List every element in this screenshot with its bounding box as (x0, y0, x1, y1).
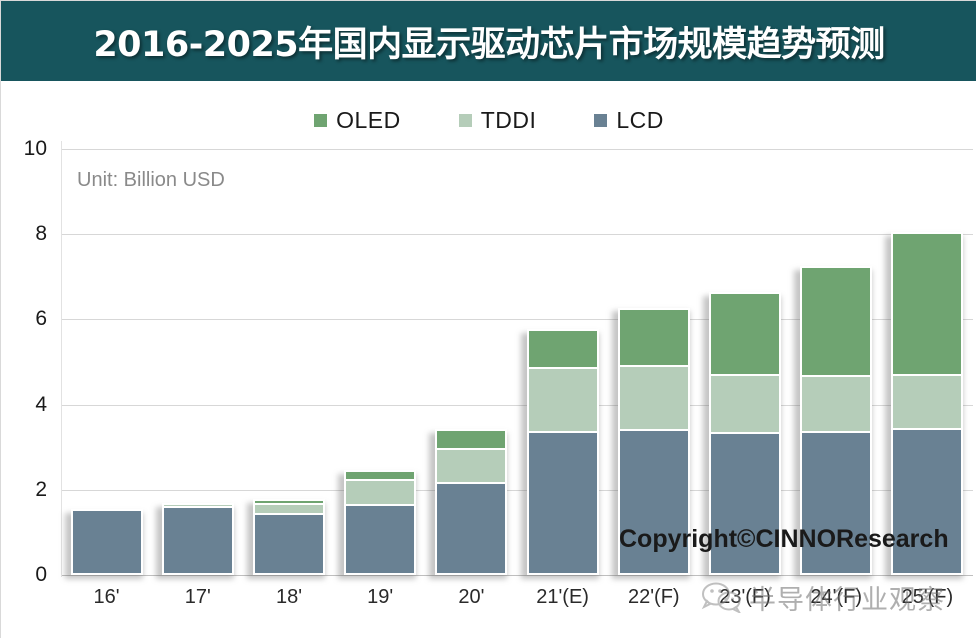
bar-segment-oled[interactable] (435, 429, 508, 449)
bar-group[interactable] (70, 508, 143, 575)
bar-segment-tddi[interactable] (526, 367, 599, 432)
bar-segment-oled[interactable] (617, 307, 690, 365)
bar-segment-lcd[interactable] (617, 428, 690, 575)
bar-segment-lcd[interactable] (891, 428, 964, 575)
bar-group[interactable] (709, 291, 781, 575)
chart-banner: 2016-2025年国内显示驱动芯片市场规模趋势预测 (1, 1, 976, 81)
bar-segment-tddi[interactable] (161, 503, 234, 506)
y-axis-line (61, 141, 62, 577)
bar-group[interactable] (800, 266, 873, 575)
bar-segment-lcd[interactable] (253, 513, 325, 575)
bar-segment-oled[interactable] (526, 328, 599, 368)
bar-segment-tddi[interactable] (435, 448, 508, 483)
legend-label-tddi: TDDI (480, 107, 537, 133)
y-axis-tick-label: 2 (35, 477, 47, 501)
bar-segment-lcd[interactable] (800, 431, 873, 575)
y-axis-tick-label: 8 (35, 222, 47, 246)
bar-group[interactable] (891, 232, 964, 575)
legend-item-tddi[interactable]: TDDI (458, 107, 537, 134)
bar-segment-oled[interactable] (709, 291, 781, 374)
legend-swatch-tddi (458, 114, 472, 127)
axis-baseline (61, 575, 973, 576)
unit-note: Unit: Billion USD (77, 169, 225, 191)
bar-segment-tddi[interactable] (617, 365, 690, 429)
bar-segment-lcd[interactable] (161, 506, 234, 575)
y-axis: 0 2 4 6 8 10 (1, 81, 61, 639)
bar-segment-lcd[interactable] (526, 431, 599, 575)
bar-group[interactable] (161, 503, 234, 575)
legend-swatch-oled (314, 114, 328, 127)
gridline (61, 234, 973, 236)
bar-segment-oled[interactable] (344, 469, 417, 480)
bar-group[interactable] (344, 469, 417, 575)
bar-segment-tddi[interactable] (253, 502, 325, 514)
y-axis-tick-label: 10 (23, 137, 47, 160)
bar-group[interactable] (435, 429, 508, 575)
legend-item-oled[interactable]: OLED (314, 107, 401, 134)
gridline (61, 319, 973, 321)
legend-label-oled: OLED (336, 107, 401, 133)
bar-series-container (61, 81, 973, 639)
bar-segment-lcd[interactable] (435, 482, 508, 575)
legend-swatch-lcd (594, 114, 608, 127)
gridline (61, 404, 973, 406)
legend-label-lcd: LCD (616, 107, 664, 133)
bar-group[interactable] (526, 328, 599, 575)
copyright-label: Copyright©CINNOResearch (619, 525, 949, 553)
bar-segment-lcd[interactable] (344, 503, 417, 575)
bar-segment-lcd[interactable] (709, 432, 781, 575)
bar-segment-oled[interactable] (891, 232, 964, 374)
chart-title: 2016-2025年国内显示驱动芯片市场规模趋势预测 (93, 24, 885, 65)
bar-segment-oled[interactable] (800, 266, 873, 375)
y-axis-tick-label: 0 (35, 563, 47, 586)
y-axis-tick-label: 4 (35, 392, 47, 416)
y-axis-tick-label: 6 (35, 307, 47, 331)
legend-item-lcd[interactable]: LCD (594, 107, 664, 134)
bar-segment-oled[interactable] (253, 499, 325, 503)
gridline (61, 489, 973, 491)
gridline (61, 149, 973, 150)
bar-segment-tddi[interactable] (709, 373, 781, 433)
bar-segment-tddi[interactable] (344, 479, 417, 504)
bar-segment-tddi[interactable] (891, 373, 964, 429)
chart-legend: OLED TDDI LCD (1, 107, 976, 134)
bar-group[interactable] (253, 499, 325, 575)
bar-segment-tddi[interactable] (800, 374, 873, 432)
bar-segment-lcd[interactable] (70, 508, 143, 575)
plot-area: OLED TDDI LCD 0 2 4 6 8 10 Unit: Billion USD … (1, 81, 976, 639)
bar-group[interactable] (617, 307, 690, 575)
